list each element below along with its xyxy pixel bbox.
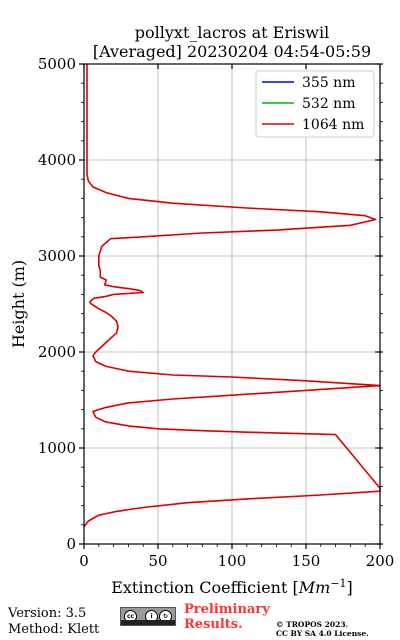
legend-label-355-nm: 355 nm [302, 75, 355, 91]
cc-license-badge-icon: cc i ↻ [120, 607, 176, 626]
y-tick-label: 2000 [38, 343, 76, 361]
x-tick-label: 200 [366, 552, 395, 570]
y-tick-label: 5000 [38, 55, 76, 73]
x-tick-label: 0 [79, 552, 89, 570]
x-axis-label: Extinction Coefficient [Mm−1] [111, 577, 353, 597]
y-axis-label: Height (m) [9, 260, 28, 348]
extinction-profile-chart: pollyxt_lacros at Eriswil [Averaged] 202… [9, 23, 395, 597]
y-tick-label: 0 [66, 535, 76, 553]
y-tick-label: 3000 [38, 247, 76, 265]
plot-frame [83, 63, 381, 545]
x-tick-label: 150 [292, 552, 321, 570]
data-series [83, 64, 381, 528]
series-line-1064-nm [83, 64, 381, 528]
preliminary-notice: Preliminary Results. [184, 602, 270, 632]
y-tick-label: 4000 [38, 151, 76, 169]
legend-box [255, 70, 375, 138]
legend-label-532-nm: 532 nm [302, 96, 355, 112]
cc-icon: cc [124, 610, 137, 623]
x-tick-label: 100 [218, 552, 247, 570]
copyright-notice: © TROPOS 2023. CC BY SA 4.0 License. [276, 620, 369, 638]
sa-icon: ↻ [159, 610, 172, 623]
method-text: Method: Klett [8, 622, 100, 637]
y-tick-label: 1000 [38, 439, 76, 457]
legend-label-1064-nm: 1064 nm [302, 117, 364, 133]
chart-title: pollyxt_lacros at Eriswil [135, 23, 329, 42]
footer-info: Version: 3.5 Method: Klett [8, 606, 99, 638]
version-text: Version: 3.5 [8, 606, 87, 621]
chart-subtitle: [Averaged] 20230204 04:54-05:59 [93, 42, 371, 61]
x-tick-label: 50 [148, 552, 167, 570]
legend: 355 nm 532 nm 1064 nm [255, 70, 375, 138]
